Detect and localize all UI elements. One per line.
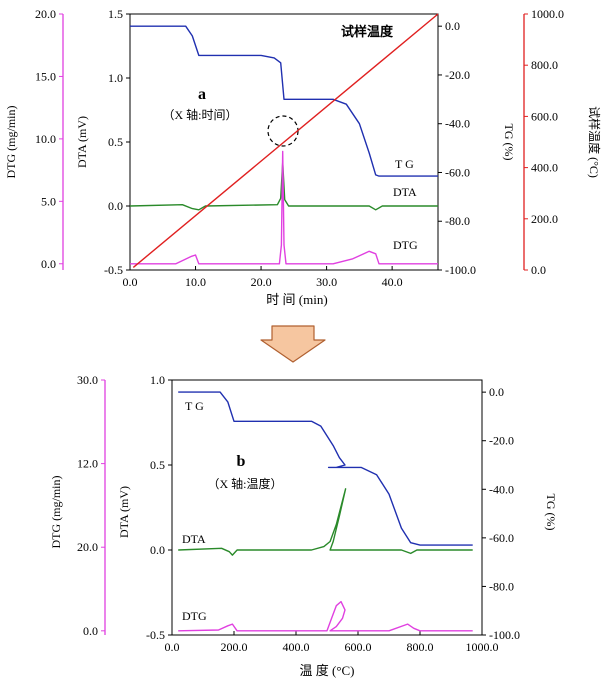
chart-b-tg-tick-label: -40.0 xyxy=(489,482,514,496)
chart-a-x-tick-label: 10.0 xyxy=(185,275,206,289)
chart-b-series-dta-line xyxy=(178,488,473,556)
chart-b-x-tick-label: 800.0 xyxy=(407,640,434,654)
chart-a-dtg-tick-label: 20.0 xyxy=(35,7,56,21)
chart-b-dta-tick-label: 0.0 xyxy=(150,543,165,557)
chart-a-x-tick-label: 40.0 xyxy=(382,275,403,289)
chart-b-dta-axis: DTA (mV) xyxy=(117,380,173,635)
chart-a-dta-tick-label: 0.0 xyxy=(108,199,123,213)
chart-b-dta-axis-label: DTA (mV) xyxy=(117,486,131,538)
chart-a-tg-axis: TG (%) xyxy=(502,124,516,161)
chart-a-series-tg-line xyxy=(130,25,438,177)
chart-a-temp-tick-label: 400.0 xyxy=(531,161,558,175)
chart-b-x-tick-label: 600.0 xyxy=(345,640,372,654)
chart-a-temp-tick-label: 200.0 xyxy=(531,212,558,226)
chart-b-marks: 0.0 200.0 400.0 600.0 800.0 1000.0 0.0 20.0 12.0… xyxy=(77,373,520,654)
chart-b-x-axis-label: 温 度 (°C) xyxy=(299,663,354,678)
chart-b-series-label-dta: DTA xyxy=(182,532,206,546)
chart-a-tg-axis-label: TG (%) xyxy=(502,124,516,161)
chart-b-series-label-tg: T G xyxy=(185,399,204,413)
chart-a-dta-axis-label: DTA (mV) xyxy=(75,116,89,168)
chart-a-dta-tick-label: 1.0 xyxy=(108,71,123,85)
chart-b-dtg-tick-label: 12.0 xyxy=(77,457,98,471)
chart-a-tg-tick-label: 0.0 xyxy=(445,19,460,33)
chart-b-dtg-axis: DTG (mg/min) xyxy=(49,380,106,635)
chart-b-annotation: （X 轴:温度） xyxy=(207,476,282,491)
chart-b-tg-axis: TG (%) xyxy=(544,494,558,531)
chart-a-marks: 0.0 10.0 20.0 30.0 40.0 0.0 5.0 10.0 15.0 20.0 -0.… xyxy=(35,7,564,289)
chart-b-plot-frame xyxy=(171,379,483,636)
chart-b-x-tick-label: 1000.0 xyxy=(466,640,499,654)
chart-b-dta-tick-label: -0.5 xyxy=(146,628,165,642)
chart-a-x-tick-label: 30.0 xyxy=(316,275,337,289)
chart-a-dtg-tick-label: 15.0 xyxy=(35,69,56,83)
chart-a-temp-curve-label: 试样温度 xyxy=(341,24,394,39)
chart-a-temp-tick-label: 800.0 xyxy=(531,58,558,72)
chart-a-dtg-axis: DTG (mg/min) xyxy=(4,14,64,270)
chart-a-series-label-dta: DTA xyxy=(393,185,417,199)
chart-b-series-label-dtg: DTG xyxy=(182,609,207,623)
chart-b-tg-tick-label: 0.0 xyxy=(489,385,504,399)
chart-a-dta-tick-label: -0.5 xyxy=(104,263,123,277)
transition-arrow xyxy=(260,325,326,363)
chart-a-dtg-tick-label: 5.0 xyxy=(41,194,56,208)
chart-a-tg-tick-label: -80.0 xyxy=(445,214,470,228)
chart-a-panel-letter: a xyxy=(198,86,206,103)
chart-b-dtg-tick-label: 0.0 xyxy=(83,624,98,638)
chart-a-temp-axis-label: 试样温度 (°C) xyxy=(587,106,602,178)
chart-a-dtg-axis-label: DTG (mg/min) xyxy=(4,106,18,179)
chart-a-dta-tick-label: 0.5 xyxy=(108,135,123,149)
chart-a: DTG (mg/min) DTA (mV) TG (%) 试样温度 (°C) 时… xyxy=(4,13,602,307)
chart-a-dta-tick-label: 1.5 xyxy=(108,7,123,21)
chart-a-x-axis-label: 时 间 (min) xyxy=(266,292,327,307)
down-arrow-icon xyxy=(260,325,326,363)
chart-b-x-tick-label: 200.0 xyxy=(221,640,248,654)
chart-a-annotation: （X 轴:时间） xyxy=(162,107,237,122)
chart-b-series-tg-line xyxy=(178,391,473,546)
chart-b-tg-tick-label: -80.0 xyxy=(489,579,514,593)
chart-a-series-dtg-line xyxy=(130,150,438,265)
chart-a-tg-tick-label: -60.0 xyxy=(445,165,470,179)
chart-b-tg-tick-label: -60.0 xyxy=(489,531,514,545)
chart-b-series-dtg-line xyxy=(178,600,473,632)
chart-b-dtg-axis-label: DTG (mg/min) xyxy=(49,476,63,549)
chart-a-series-label-dtg: DTG xyxy=(393,238,418,252)
chart-b-dtg-tick-label: 20.0 xyxy=(77,540,98,554)
chart-a-tg-tick-label: -40.0 xyxy=(445,117,470,131)
chart-a-x-tick-label: 0.0 xyxy=(123,275,138,289)
chart-a-temp-axis: 试样温度 (°C) xyxy=(523,14,602,270)
chart-a-x-tick-label: 20.0 xyxy=(251,275,272,289)
chart-b-x-tick-label: 0.0 xyxy=(165,640,180,654)
chart-b-panel-letter: b xyxy=(237,453,246,470)
chart-a-temp-tick-label: 600.0 xyxy=(531,109,558,123)
chart-b-tg-tick-label: -20.0 xyxy=(489,434,514,448)
chart-b-dta-tick-label: 0.5 xyxy=(150,458,165,472)
chart-a-peak-highlight-circle xyxy=(267,115,299,147)
chart-a-dtg-tick-label: 10.0 xyxy=(35,132,56,146)
chart-a-series-label-tg: T G xyxy=(395,157,414,171)
chart-b: DTG (mg/min) DTA (mV) TG (%) 温 度 (°C) b … xyxy=(49,379,558,678)
chart-a-temp-tick-label: 0.0 xyxy=(531,263,546,277)
chart-a-temp-tick-label: 1000.0 xyxy=(531,7,564,21)
chart-a-dtg-tick-label: 0.0 xyxy=(41,257,56,271)
chart-a-series-temp-line xyxy=(132,13,439,268)
chart-b-tg-tick-label: -100.0 xyxy=(489,628,520,642)
chart-a-tg-tick-label: -20.0 xyxy=(445,68,470,82)
chart-a-tg-tick-label: -100.0 xyxy=(445,263,476,277)
chart-b-dta-tick-label: 1.0 xyxy=(150,373,165,387)
chart-b-dtg-tick-label: 30.0 xyxy=(77,373,98,387)
chart-b-x-tick-label: 400.0 xyxy=(283,640,310,654)
chart-b-tg-axis-label: TG (%) xyxy=(544,494,558,531)
